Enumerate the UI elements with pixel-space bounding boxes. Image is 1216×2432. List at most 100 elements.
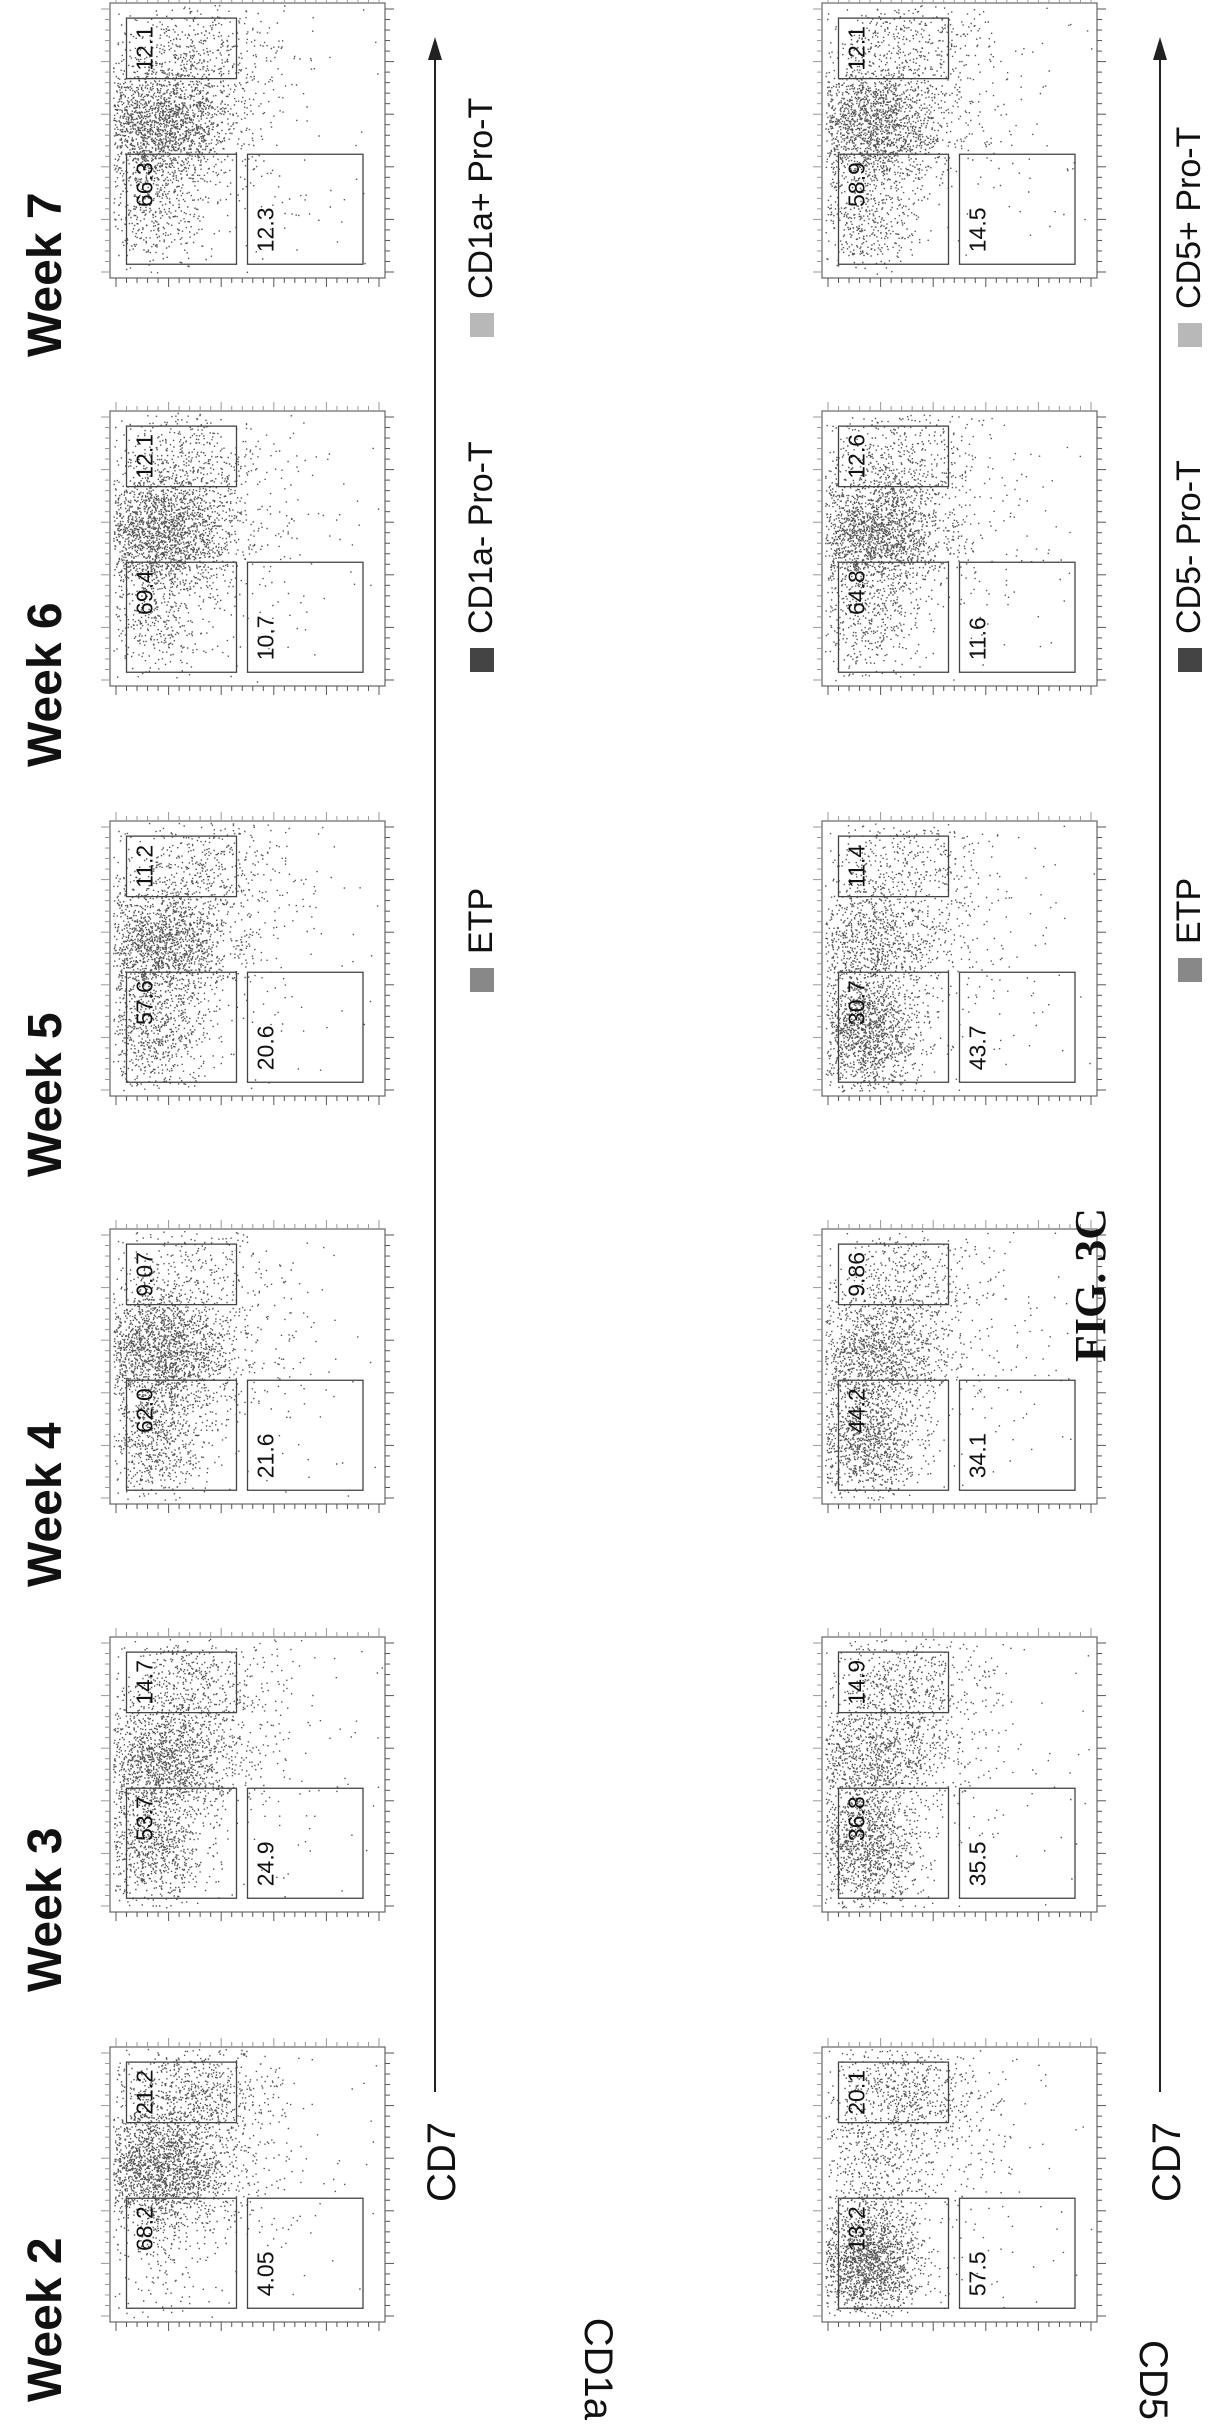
flow-panel: 14.9 35.5 36.8	[813, 1628, 1106, 1921]
cell-events	[825, 414, 1081, 682]
figure-caption: FIG. 3C	[1066, 1208, 1115, 1362]
gate-value-etp: 14.7	[132, 1660, 158, 1705]
gate-value-lower: 13.2	[844, 2206, 870, 2251]
flow-panel: 12.1 10.7 69.4	[101, 402, 394, 695]
panel-frame	[109, 1636, 386, 1913]
gate-etp	[125, 1651, 238, 1714]
gate-value-upper: 12.3	[253, 207, 279, 252]
legend-swatch	[1177, 958, 1202, 982]
gate-lower	[125, 2197, 238, 2309]
cell-events	[825, 1638, 1090, 1909]
week-header-2: Week 3	[19, 1827, 72, 1992]
gate-upper	[246, 1379, 364, 1491]
week-header-3: Week 4	[19, 1422, 72, 1587]
gate-etp	[837, 835, 950, 898]
flow-panel: 11.4 43.7 30.7	[813, 812, 1106, 1105]
gate-lower	[125, 1787, 238, 1899]
legend-label: CD1a+ Pro-T	[462, 97, 500, 299]
panel-frame	[109, 2046, 386, 2323]
gate-value-etp: 21.2	[132, 2070, 158, 2115]
cell-events	[825, 823, 1095, 1093]
y-axis-label-row1: CD1a	[576, 2317, 620, 2420]
cell-events	[825, 2049, 1093, 2319]
y-axis-label-row2: CD5	[1131, 2339, 1175, 2420]
gate-value-upper: 57.5	[965, 2251, 991, 2296]
gate-upper	[958, 2197, 1076, 2309]
gate-lower	[125, 561, 238, 673]
panel-frame	[109, 820, 386, 1097]
gate-value-etp: 9.86	[844, 1252, 870, 1297]
gate-value-upper: 43.7	[965, 1025, 991, 1070]
gate-upper	[958, 153, 1076, 265]
gate-value-lower: 36.8	[844, 1796, 870, 1841]
cell-events	[113, 1231, 376, 1501]
flow-panel: 21.2 4.05 68.2	[101, 2038, 394, 2331]
gate-etp	[125, 1243, 238, 1306]
gate-lower	[837, 1379, 950, 1491]
legend-row2-etp: ETP	[1170, 878, 1209, 982]
week-header-4: Week 5	[19, 1012, 72, 1177]
gate-lower	[837, 971, 950, 1083]
legend-swatch	[1177, 323, 1202, 347]
gate-value-etp: 11.2	[132, 845, 158, 888]
gate-upper	[958, 971, 1076, 1083]
legend-label: CD1a- Pro-T	[462, 441, 500, 634]
flow-panel: 14.7 24.9 53.7	[101, 1628, 394, 1921]
x-axis-label-row1: CD7	[420, 2121, 464, 2202]
gate-upper	[958, 1787, 1076, 1899]
gate-value-lower: 30.7	[844, 980, 870, 1025]
gate-value-upper: 14.5	[965, 207, 991, 252]
week-header-1: Week 2	[19, 2237, 72, 2402]
gate-value-etp: 12.6	[844, 434, 870, 479]
x-axis-label-row2: CD7	[1145, 2121, 1189, 2202]
gate-lower	[125, 1379, 238, 1491]
gate-lower	[837, 561, 950, 673]
legend-row1-neg: CD1a- Pro-T	[462, 441, 501, 672]
gate-lower	[837, 153, 950, 265]
flow-panel: 11.2 20.6 57.6	[101, 812, 394, 1105]
gate-upper	[246, 153, 364, 265]
gate-value-lower: 58.9	[844, 162, 870, 207]
week-header-5: Week 6	[19, 602, 72, 767]
flow-panel: 12.6 11.6 64.8	[813, 402, 1106, 695]
gate-value-etp: 9.07	[132, 1252, 158, 1297]
gate-etp	[837, 17, 950, 80]
gate-etp	[837, 1243, 950, 1306]
gate-etp	[125, 835, 238, 898]
panel-frame	[109, 410, 386, 687]
gate-value-etp: 12.1	[132, 26, 158, 71]
gate-value-lower: 68.2	[132, 2206, 158, 2251]
gate-value-lower: 64.8	[844, 570, 870, 615]
flow-panel: 20.1 57.5 13.2	[813, 2038, 1106, 2331]
legend-row1-etp: ETP	[462, 888, 501, 992]
gate-value-upper: 21.6	[253, 1433, 279, 1478]
flow-panel: 12.1 14.5 58.9	[813, 0, 1106, 287]
legend-label: CD5- Pro-T	[1170, 460, 1208, 634]
flow-panel: 12.1 12.3 66.3	[101, 0, 394, 287]
gate-upper	[246, 2197, 364, 2309]
x-axis-arrowhead-row2	[1153, 37, 1167, 60]
gate-value-upper: 34.1	[965, 1433, 991, 1478]
legend-label: ETP	[462, 887, 500, 954]
legend-label: ETP	[1170, 877, 1208, 944]
gate-value-upper: 24.9	[253, 1841, 279, 1886]
legend-swatch	[1177, 648, 1202, 672]
gate-upper	[246, 971, 364, 1083]
gate-etp	[125, 425, 238, 488]
panel-frame	[109, 2, 386, 279]
gate-value-upper: 20.6	[253, 1025, 279, 1070]
legend-row2-pos: CD5+ Pro-T	[1170, 127, 1209, 347]
gate-value-etp: 20.1	[844, 2070, 870, 2115]
cell-events	[113, 5, 379, 274]
flow-panel: 9.86 34.1 44.2	[813, 1220, 1106, 1513]
gate-value-upper: 4.05	[253, 2251, 279, 2296]
legend-row1-pos: CD1a+ Pro-T	[462, 98, 501, 337]
gate-value-lower: 44.2	[844, 1388, 870, 1433]
gate-etp	[837, 1651, 950, 1714]
cell-events	[825, 5, 1093, 275]
gate-value-lower: 57.6	[132, 980, 158, 1025]
gate-lower	[837, 2197, 950, 2309]
gate-lower	[125, 153, 238, 265]
